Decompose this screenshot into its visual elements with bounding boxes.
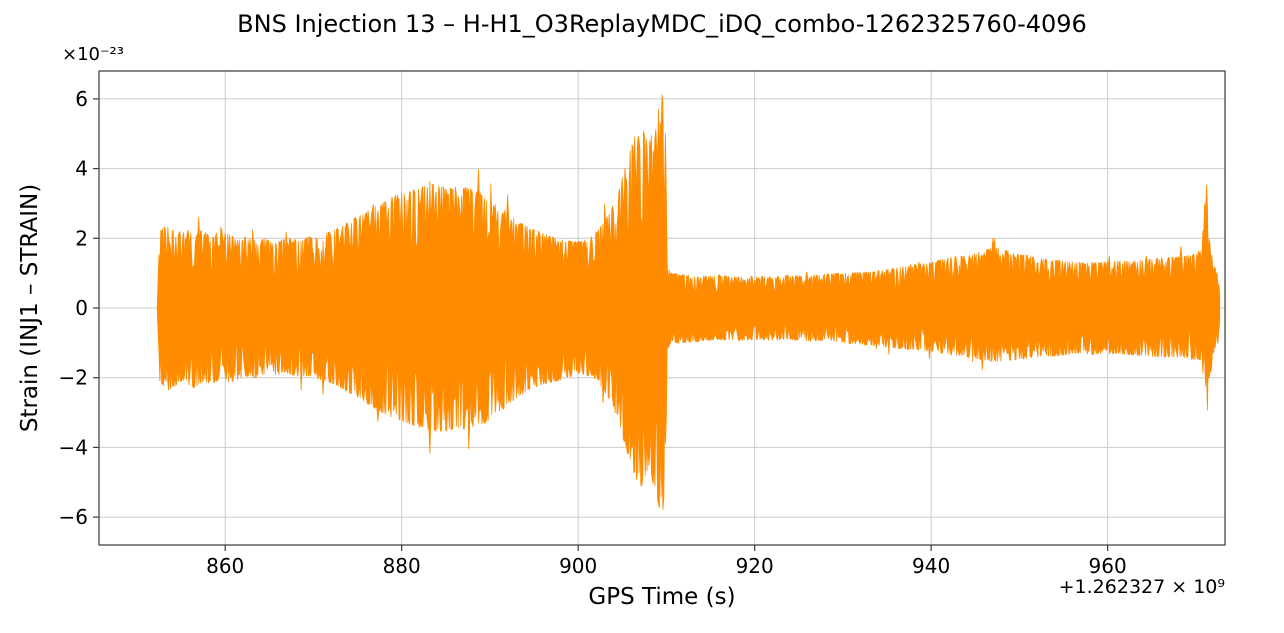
x-tick-label: 900	[559, 554, 597, 578]
x-axis-offset-label: +1.262327 × 10⁹	[1058, 576, 1225, 598]
x-tick-label: 860	[206, 554, 244, 578]
y-tick-label: −4	[59, 435, 88, 459]
y-tick-label: 0	[75, 296, 88, 320]
y-tick-label: −6	[59, 505, 88, 529]
y-tick-label: 6	[75, 87, 88, 111]
x-tick-label: 880	[383, 554, 421, 578]
x-axis-label: GPS Time (s)	[588, 584, 736, 610]
x-tick-label: 960	[1089, 554, 1127, 578]
y-tick-label: −2	[59, 366, 88, 390]
chart-title: BNS Injection 13 – H-H1_O3ReplayMDC_iDQ_…	[237, 10, 1087, 38]
y-axis-offset-label: ×10⁻²³	[62, 44, 124, 65]
y-axis-label: Strain (INJ1 – STRAIN)	[17, 183, 43, 433]
y-tick-label: 4	[75, 157, 88, 181]
x-tick-label: 920	[736, 554, 774, 578]
strain-waveform	[156, 94, 1221, 510]
y-tick-label: 2	[75, 226, 88, 250]
x-tick-label: 940	[912, 554, 950, 578]
